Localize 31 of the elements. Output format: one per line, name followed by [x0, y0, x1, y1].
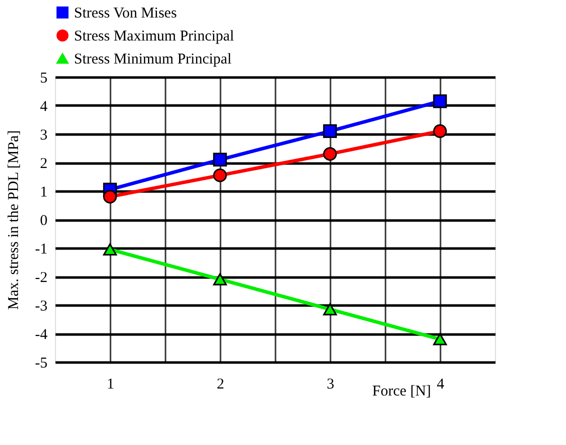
- y-tick-label: 4: [40, 99, 48, 115]
- x-tick-label: 1: [106, 376, 114, 392]
- point: [103, 243, 117, 256]
- y-tick-label: -5: [35, 356, 48, 372]
- point: [433, 94, 447, 108]
- y-tick-label: 0: [40, 213, 48, 229]
- point: [213, 168, 227, 182]
- legend-label: Stress Maximum Principal: [74, 28, 234, 44]
- point: [213, 273, 227, 286]
- legend-label: Stress Minimum Principal: [74, 52, 232, 68]
- legend-label: Stress Von Mises: [74, 6, 177, 22]
- y-tick-label: 1: [40, 184, 48, 200]
- y-tick-label: 5: [40, 70, 48, 86]
- x-tick-label: 3: [326, 376, 334, 392]
- x-axis-title: Force [N]: [372, 384, 432, 400]
- point: [323, 147, 337, 161]
- point: [323, 124, 337, 138]
- y-axis-title: Max. stress in the PDL [MPa]: [6, 130, 22, 310]
- y-tick-label: -3: [35, 298, 48, 314]
- y-tick-label: 3: [40, 128, 48, 144]
- y-tick-label: -2: [35, 270, 48, 286]
- x-tick-label: 2: [216, 376, 224, 392]
- point: [433, 333, 447, 346]
- y-tick-label: -1: [35, 242, 48, 258]
- point: [433, 124, 447, 138]
- x-tick-label: 4: [436, 376, 445, 392]
- point: [323, 303, 337, 316]
- point: [103, 190, 117, 204]
- y-tick-label: -4: [35, 327, 48, 343]
- point: [213, 152, 227, 167]
- y-tick-label: 2: [40, 156, 48, 172]
